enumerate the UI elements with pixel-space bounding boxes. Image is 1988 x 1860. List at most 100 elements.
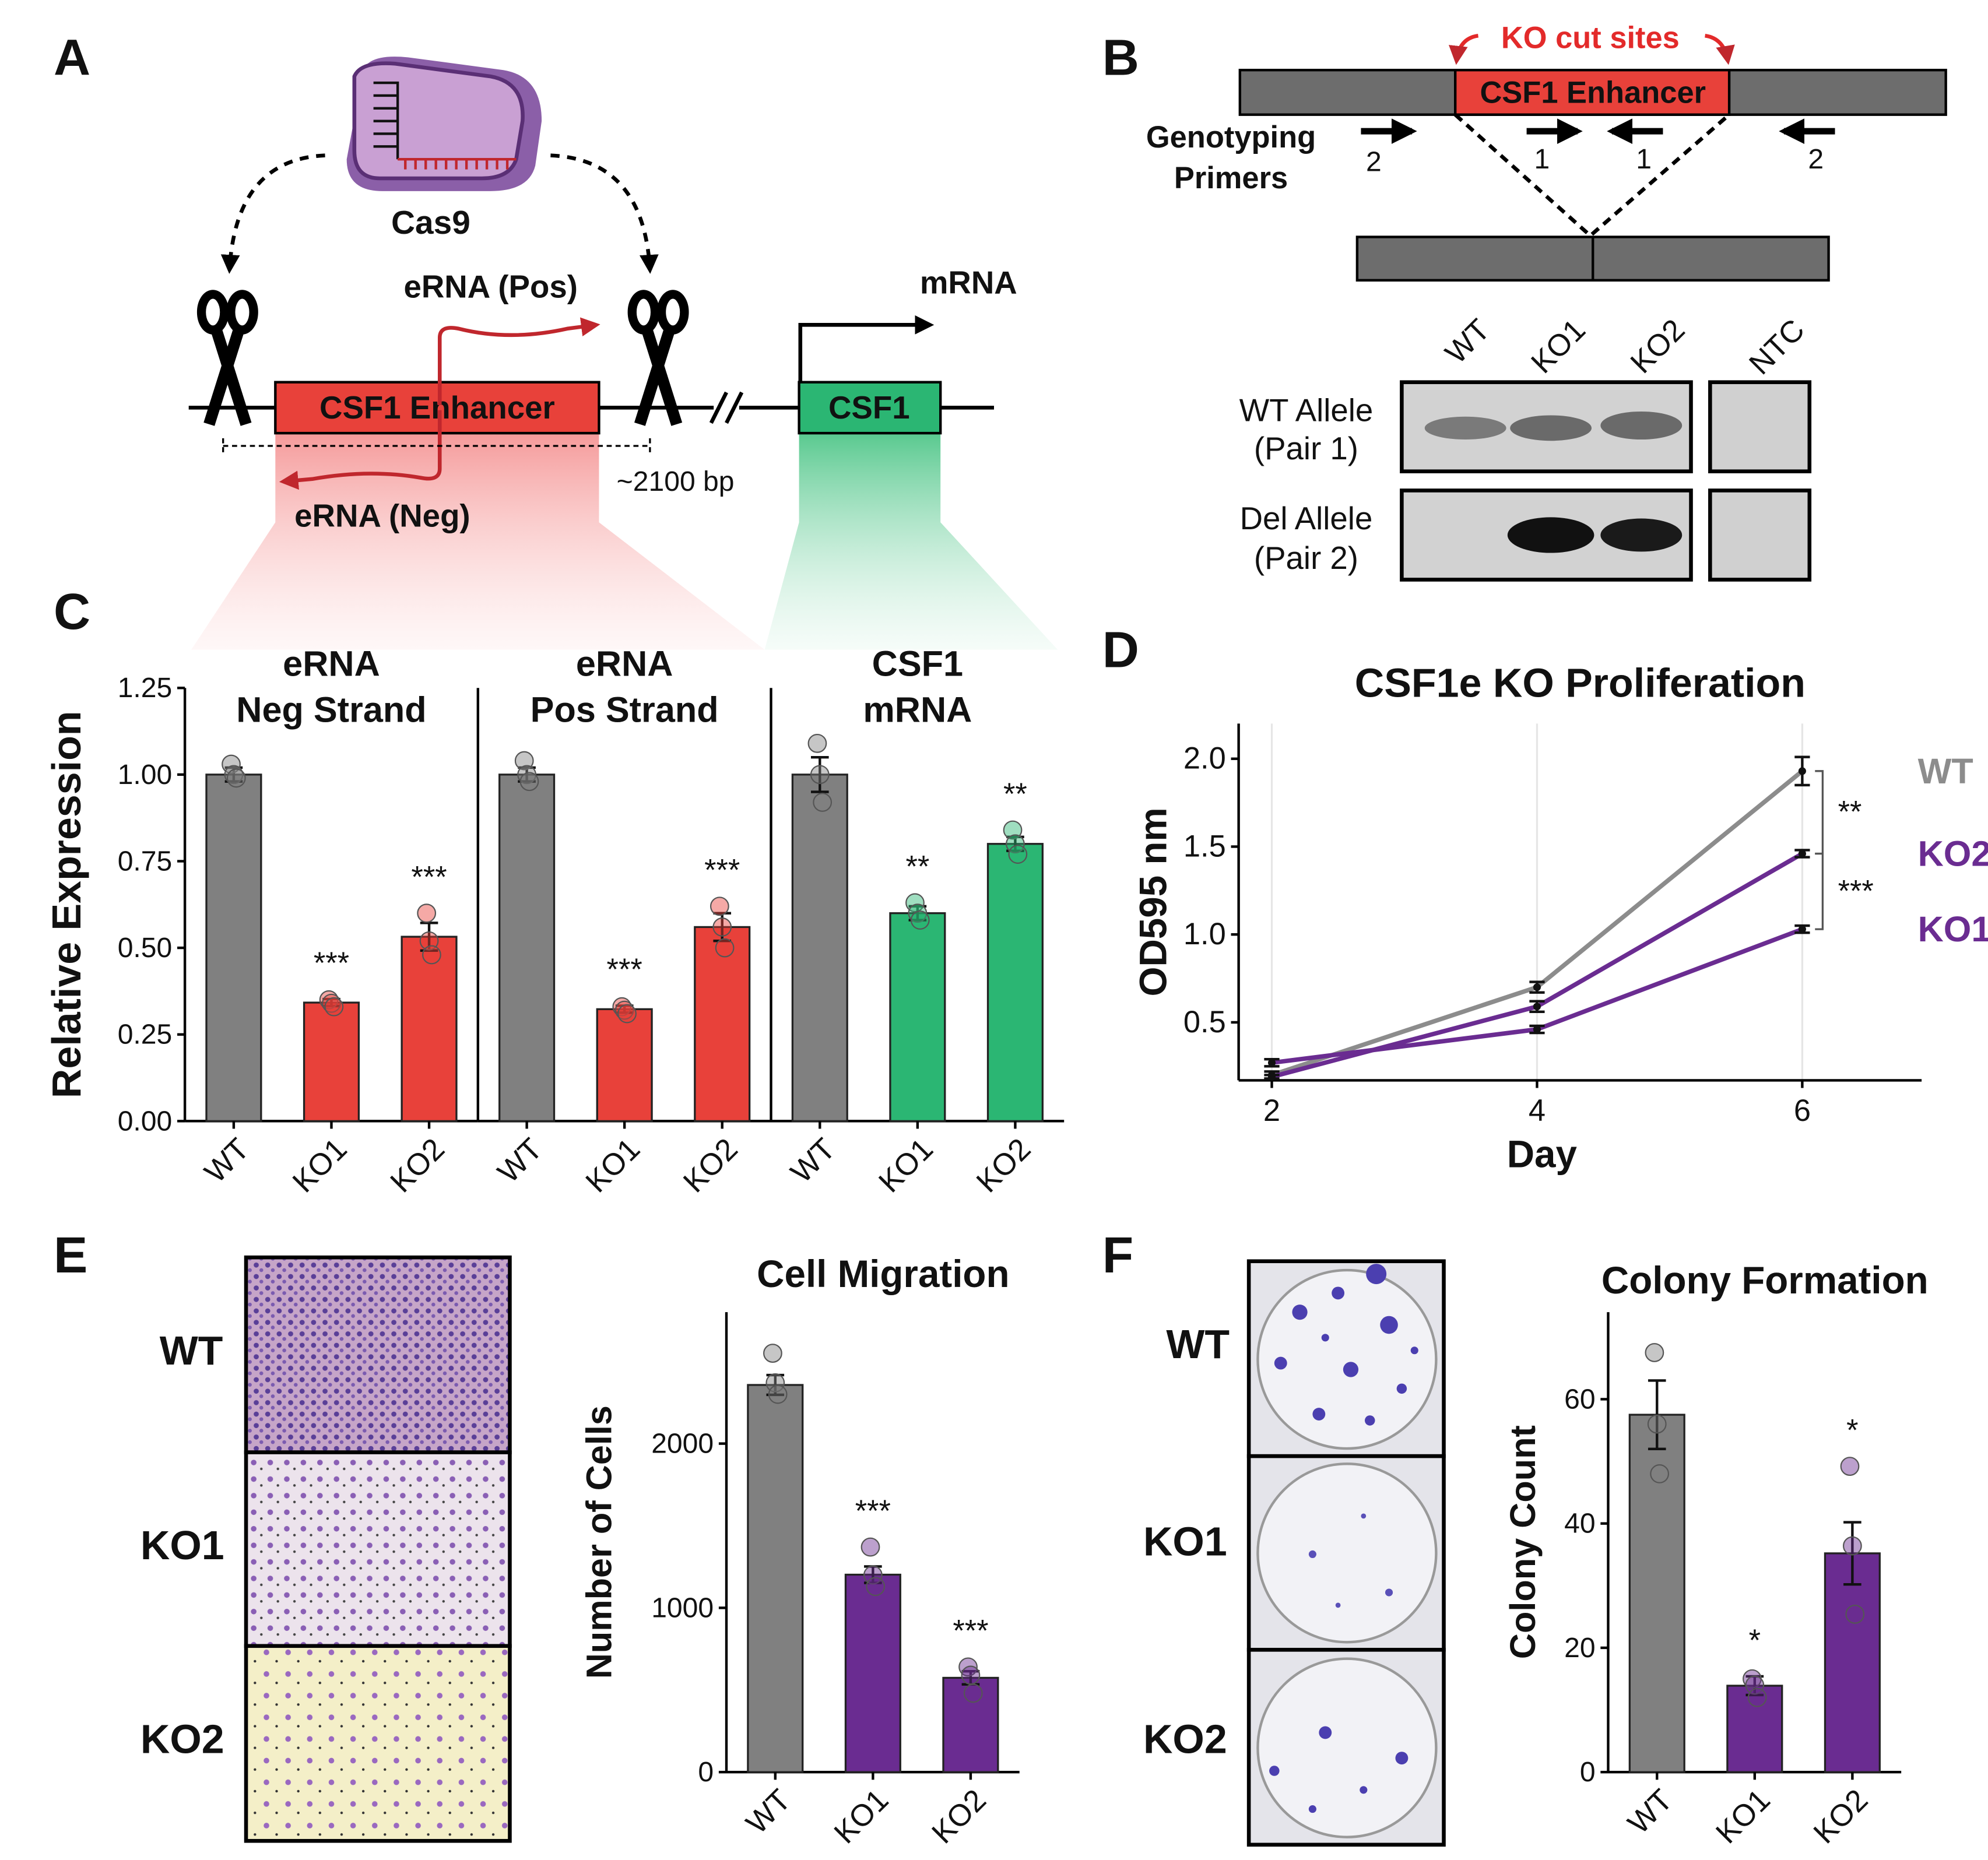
significance: *** [855,1495,891,1528]
y-tick-label: 20 [1564,1632,1595,1664]
point [1267,1073,1276,1081]
point [1533,983,1541,991]
legend-label: KO2 [1918,834,1988,874]
y-tick-label: 1.5 [1183,829,1226,863]
label: Primers [1174,161,1288,195]
point [617,1004,637,1024]
significance: ** [1838,796,1862,829]
image [244,1450,512,1648]
break [709,391,744,424]
bar [303,1001,360,1122]
point [1003,820,1023,840]
fan [191,433,765,650]
lane-label: WT [1439,313,1497,371]
image [244,1644,512,1843]
panel-label: A [54,29,90,86]
y-tick-label: 0.75 [118,845,173,877]
x-tick-label: KO2 [970,1132,1037,1199]
enhancer [274,381,600,435]
lane-label: NTC [1743,313,1811,381]
arrow [550,153,659,274]
point [519,772,539,792]
bar [889,912,946,1122]
y-tick-label: 1.25 [118,672,173,704]
y-tick-label: 0.00 [118,1105,173,1137]
x-tick-label: 6 [1794,1094,1811,1128]
label: CSF1 Enhancer [319,390,555,426]
bar [747,1384,804,1773]
deletion [1454,113,1731,238]
bar [844,1573,901,1773]
point [810,765,830,785]
y-tick-label: 0.25 [118,1019,173,1050]
tss-arrow [798,315,935,382]
x-tick-label: KO1 [873,1132,940,1199]
point [422,945,441,965]
y-tick-label: 2.0 [1183,742,1226,776]
label: CSF1 [828,390,910,426]
x-tick-label: KO1 [286,1132,353,1199]
y-tick-label: 60 [1564,1383,1595,1415]
x-tick-label: KO1 [579,1132,647,1199]
point [807,733,827,753]
label: WT Allele [1239,392,1374,428]
lane-label: KO1 [1525,313,1592,380]
legend-label: KO1 [1918,909,1988,949]
well [1256,1657,1438,1838]
dna [398,158,517,170]
point [1008,845,1028,864]
label: CSF1 Enhancer [1480,76,1706,110]
error-bar [810,755,829,793]
significance: *** [1838,874,1874,908]
arrow [220,153,325,274]
point [860,1537,880,1557]
point [765,1373,785,1393]
micrographs: WT KO1 KO2 [141,1255,512,1843]
erna-arrow [437,317,600,406]
label: 1 [1534,143,1550,175]
arrow [1704,33,1735,65]
scissors [627,290,689,426]
gene [798,381,942,435]
image-label: WT [160,1328,223,1373]
diagram-b: KO cut sites CSF1 Enhancer Genotyping Pr… [1146,22,1947,582]
image-label: KO2 [141,1716,224,1761]
bar [942,1676,999,1773]
x-tick-label: KO1 [1710,1783,1777,1850]
image-label: KO2 [1143,1716,1227,1761]
error-bar [1843,1521,1861,1586]
significance: ** [905,850,929,884]
chart-title: Colony Formation [1601,1259,1929,1302]
plates: WT KO1 KO2 [1143,1259,1446,1847]
image-label: KO1 [141,1523,224,1568]
bar [596,1008,653,1122]
significance: ** [1003,778,1027,811]
point [1645,1343,1664,1362]
x-tick-label: KO1 [828,1783,895,1850]
image [244,1255,512,1454]
panel-label: E [54,1226,87,1284]
bar [205,773,262,1122]
point [710,896,729,916]
label: 1 [1636,143,1652,175]
label: ~2100 bp [617,466,735,497]
point [1842,1536,1862,1556]
band [1507,517,1594,553]
chart-title: Pos Strand [531,690,719,729]
label: Genotyping [1146,121,1316,154]
well [1256,1462,1438,1644]
point [963,1683,983,1703]
point [1647,1414,1667,1434]
x-tick-label: KO2 [677,1132,744,1199]
y-axis-label: OD595 nm [1132,807,1175,996]
span [222,438,651,454]
point [1798,767,1806,775]
band [1510,415,1592,441]
point [226,768,246,788]
significance: * [1749,1624,1761,1658]
label: (Pair 1) [1254,431,1358,466]
panel-label: C [54,583,90,640]
point [961,1665,981,1685]
image-label: KO1 [1143,1519,1227,1564]
